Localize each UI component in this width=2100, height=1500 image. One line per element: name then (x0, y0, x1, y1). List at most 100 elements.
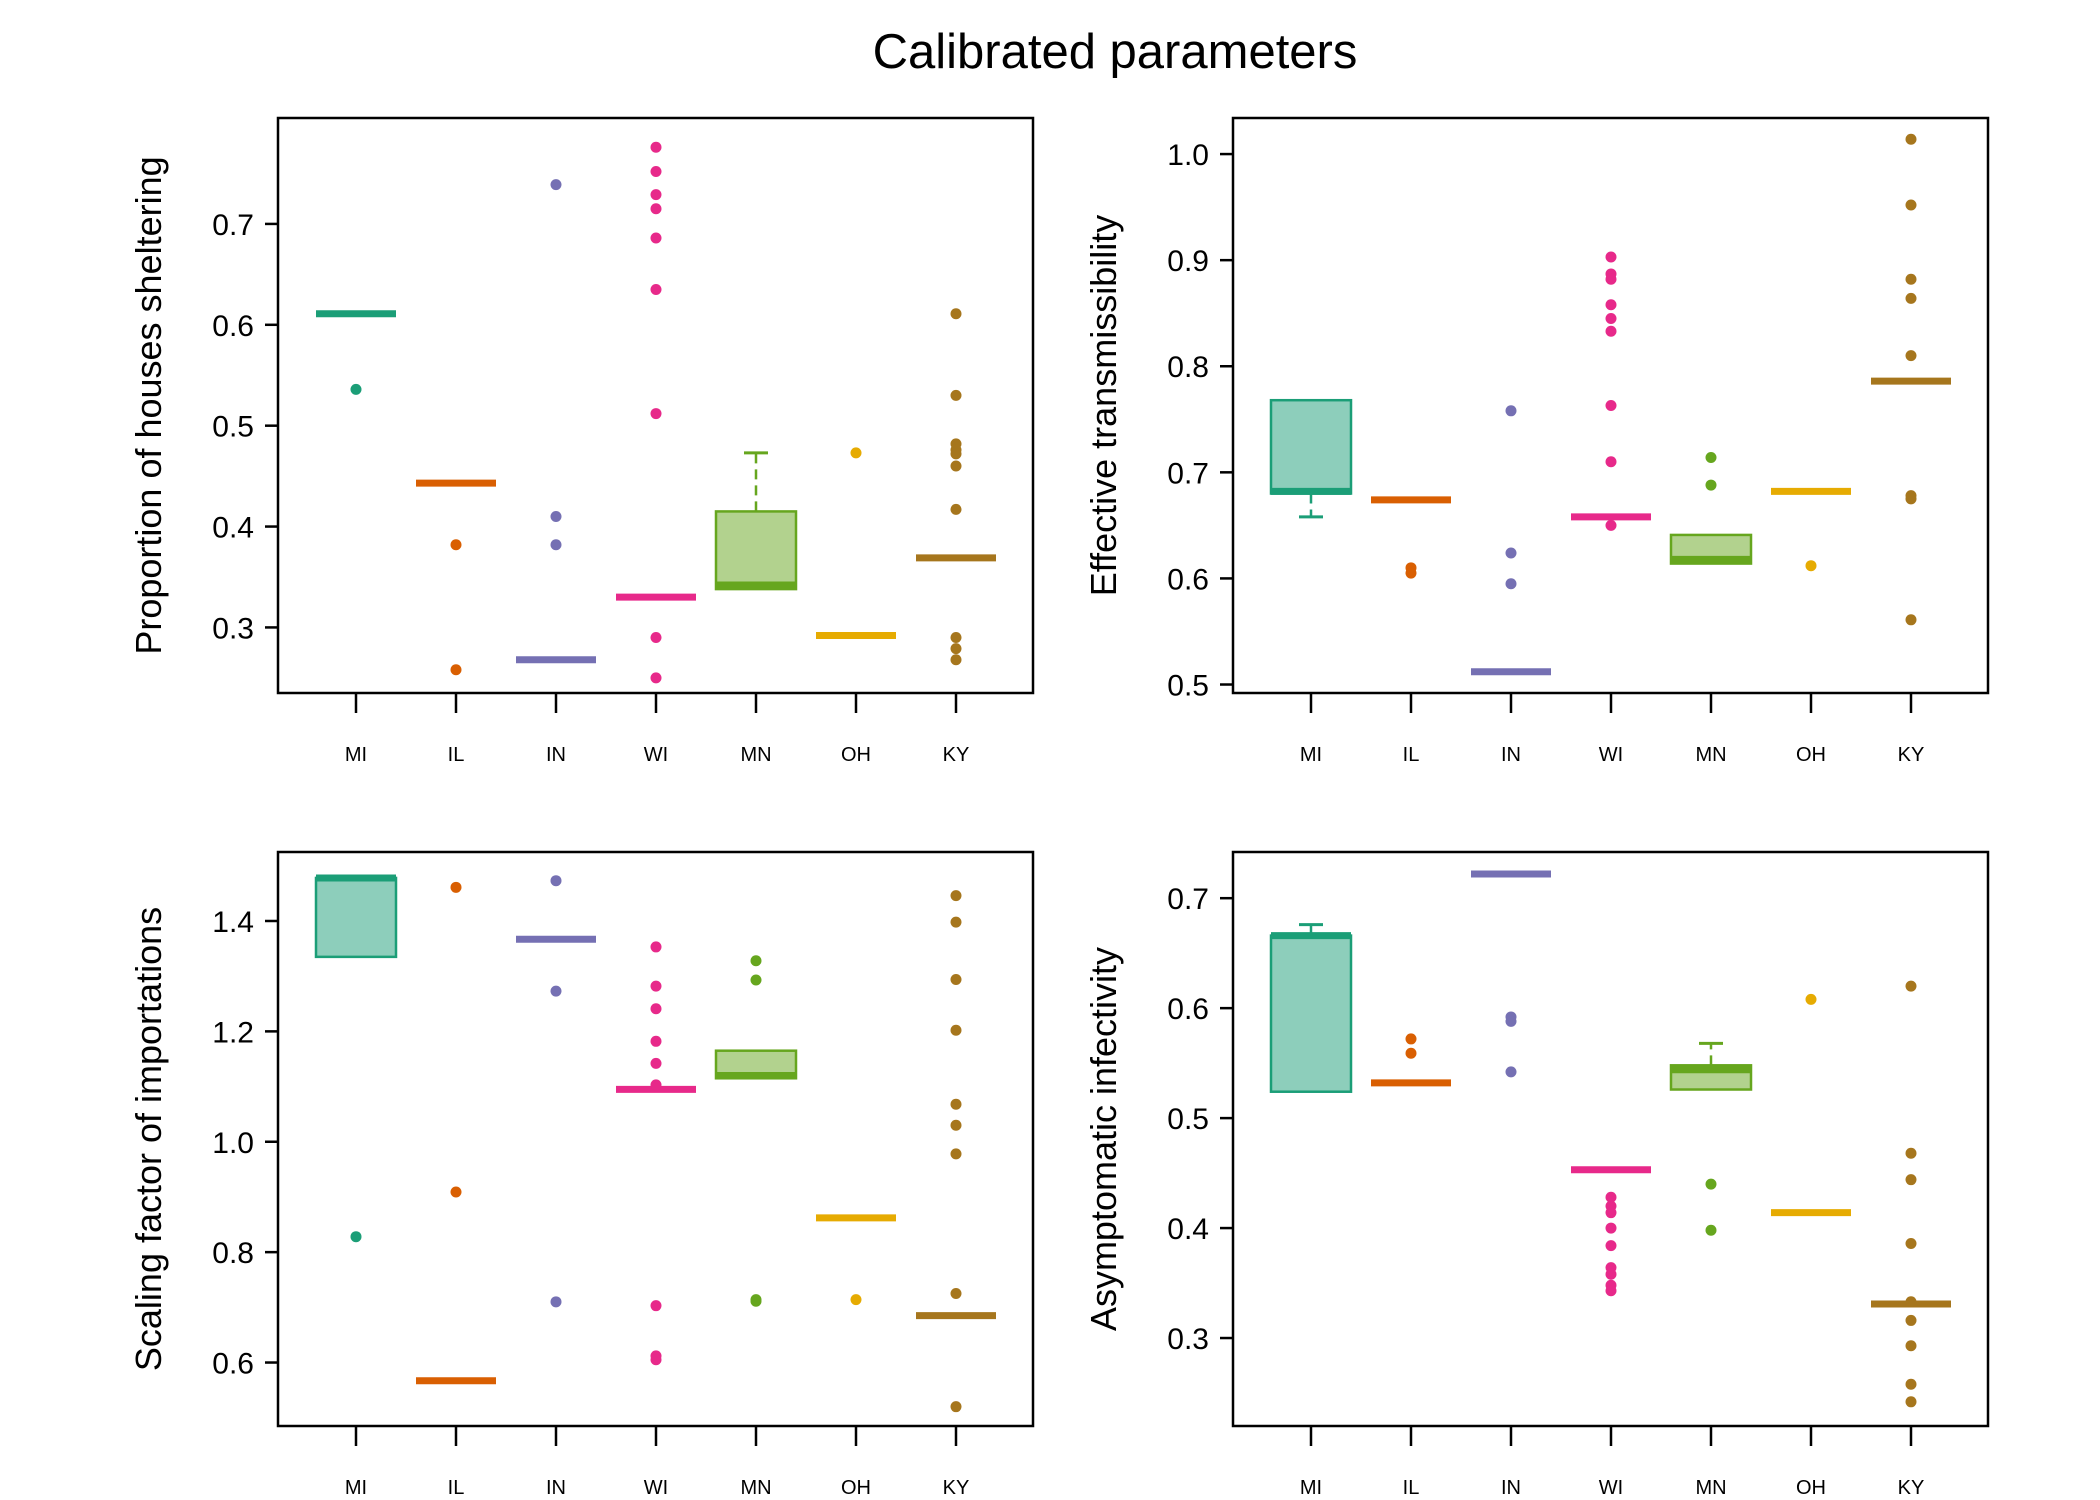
outlier-point (1905, 980, 1917, 992)
outlier-point (1905, 614, 1917, 626)
y-tick-label: 0.6 (212, 1348, 254, 1381)
box-body (314, 876, 398, 959)
outlier-point (750, 955, 762, 967)
box-il (1371, 496, 1451, 579)
box-ky (1871, 133, 1951, 626)
box-in (516, 875, 596, 1308)
x-tick-label: KY (943, 744, 970, 766)
outlier-point (1905, 1147, 1917, 1159)
outlier-point (1405, 567, 1417, 579)
outlier-point (1905, 350, 1917, 362)
box-mn (1669, 451, 1753, 565)
outlier-point (950, 389, 962, 401)
box-il (416, 881, 496, 1385)
outlier-point (1605, 456, 1617, 468)
outlier-point (550, 875, 562, 887)
x-tick-label: IL (448, 744, 465, 766)
box-ky (1871, 980, 1951, 1408)
box-ky (916, 890, 996, 1413)
x-tick-label: IL (1403, 1477, 1420, 1499)
outlier-point (950, 1288, 962, 1300)
y-tick-label: 0.5 (212, 411, 254, 444)
outlier-point (1605, 1191, 1617, 1203)
outlier-point (950, 1401, 962, 1413)
outlier-point (450, 664, 462, 676)
outlier-point (1705, 479, 1717, 491)
outlier-point (350, 1231, 362, 1243)
outlier-point (950, 890, 962, 902)
outlier-point (950, 308, 962, 320)
outlier-point (650, 1057, 662, 1069)
box-mn (714, 451, 798, 591)
box-oh (1771, 487, 1851, 572)
y-tick-label: 0.3 (212, 612, 254, 645)
box-in (1471, 870, 1551, 1078)
panel-asymptomatic: 0.3 0.4 0.5 0.6 0.7 Asymptomatic infectivity M… (1083, 850, 1990, 1499)
outlier-point (1705, 451, 1717, 463)
outlier-point (650, 632, 662, 644)
outlier-point (1805, 560, 1817, 572)
outlier-point (650, 1354, 662, 1366)
outlier-point (650, 672, 662, 684)
x-tick-label: IN (546, 1477, 566, 1499)
outlier-point (1905, 133, 1917, 145)
panel-transmissibility: 0.5 0.6 0.7 0.8 0.9 1.0 Effective transmissibi… (1083, 116, 1990, 766)
outlier-point (650, 1003, 662, 1015)
outlier-point (950, 654, 962, 666)
outlier-point (1905, 1396, 1917, 1408)
outlier-point (1405, 1047, 1417, 1059)
y-tick-label: 0.5 (1167, 1103, 1209, 1136)
outlier-point (550, 985, 562, 997)
outlier-point (950, 1098, 962, 1110)
outlier-point (1605, 1207, 1617, 1219)
box-mn (714, 955, 798, 1307)
outlier-point (450, 1186, 462, 1198)
y-tick-label: 0.7 (212, 209, 254, 242)
panel-importations: 0.6 0.8 1.0 1.2 1.4 Scaling factor of importa… (128, 850, 1035, 1499)
outlier-point (650, 980, 662, 992)
outlier-point (1405, 1033, 1417, 1045)
y-tick-label: 1.0 (212, 1127, 254, 1160)
outlier-point (650, 1035, 662, 1047)
outlier-point (950, 1024, 962, 1036)
y-tick-label: 1.0 (1167, 139, 1209, 172)
outlier-point (1905, 1340, 1917, 1352)
x-tick-label: KY (1898, 744, 1925, 766)
outlier-point (1605, 400, 1617, 411)
outlier-point (650, 1079, 662, 1091)
x-tick-label: OH (1796, 1477, 1826, 1499)
x-tick-label: MI (1300, 744, 1322, 766)
outlier-point (950, 643, 962, 655)
outlier-point (650, 283, 662, 295)
outlier-point (1505, 547, 1517, 559)
outlier-point (1905, 1174, 1917, 1186)
box-oh (816, 1214, 896, 1306)
outlier-point (550, 179, 562, 191)
y-tick-label: 1.2 (212, 1016, 254, 1049)
outlier-point (850, 447, 862, 459)
box-wi (616, 941, 696, 1366)
x-tick-label: MN (740, 1477, 771, 1499)
x-tick-label: OH (841, 1477, 871, 1499)
outlier-point (1705, 1224, 1717, 1236)
box-in (1471, 405, 1551, 676)
box-body (714, 510, 798, 591)
x-tick-label: MN (1695, 744, 1726, 766)
outlier-point (1605, 325, 1617, 337)
box-mi (316, 310, 396, 395)
box-wi (616, 141, 696, 684)
outlier-point (650, 165, 662, 177)
y-tick-label: 0.6 (1167, 993, 1209, 1026)
outlier-point (950, 916, 962, 928)
y-axis-label: Proportion of houses sheltering (128, 156, 169, 654)
y-tick-label: 0.7 (1167, 883, 1209, 916)
box-wi (1571, 251, 1651, 531)
box-wi (1571, 1166, 1651, 1297)
box-ky (916, 308, 996, 666)
x-tick-label: KY (943, 1477, 970, 1499)
x-tick-label: IL (1403, 744, 1420, 766)
outlier-point (450, 881, 462, 893)
outlier-point (650, 232, 662, 244)
outlier-point (650, 189, 662, 201)
